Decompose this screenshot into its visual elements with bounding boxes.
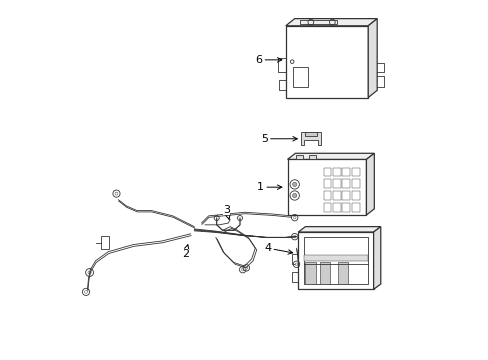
Polygon shape [366,153,373,215]
Bar [332,167,340,176]
Circle shape [84,291,87,293]
Bar [351,179,359,188]
Bar [332,179,340,188]
Bar [332,191,340,200]
Circle shape [289,191,299,200]
Bar [101,236,109,249]
Bar [342,191,349,200]
Bar [332,203,340,212]
Bar [292,67,307,87]
Bar [303,255,367,261]
Bar [351,191,359,200]
Bar [323,179,330,188]
Circle shape [292,182,296,186]
Bar [305,132,316,136]
Circle shape [88,271,91,274]
Bar [305,262,315,284]
Bar [337,262,347,284]
Bar [300,21,337,24]
Bar [291,254,298,264]
Text: 6: 6 [255,55,281,65]
Bar [308,155,315,159]
Circle shape [289,180,299,189]
Circle shape [244,266,247,269]
Bar [323,167,330,176]
Polygon shape [367,19,376,98]
Bar [296,155,303,159]
Polygon shape [298,232,373,289]
Bar [319,262,329,284]
Circle shape [241,268,244,271]
Circle shape [293,235,295,238]
Text: 5: 5 [260,134,297,144]
Polygon shape [301,132,320,145]
Circle shape [295,263,297,266]
Bar [303,237,367,284]
Bar [351,203,359,212]
Circle shape [292,193,296,198]
Text: 4: 4 [264,243,292,254]
Polygon shape [287,159,366,215]
Bar [351,167,359,176]
Text: 1: 1 [257,182,281,192]
Bar [323,191,330,200]
Bar [342,179,349,188]
Polygon shape [298,226,380,232]
Circle shape [115,192,118,195]
Bar [323,203,330,212]
Circle shape [293,216,295,219]
Bar [342,167,349,176]
Text: 2: 2 [182,245,188,258]
Bar [342,203,349,212]
Polygon shape [373,226,380,289]
Polygon shape [287,153,373,159]
Polygon shape [285,19,376,26]
Text: 3: 3 [223,206,230,219]
Bar [291,272,298,282]
Polygon shape [285,26,367,98]
